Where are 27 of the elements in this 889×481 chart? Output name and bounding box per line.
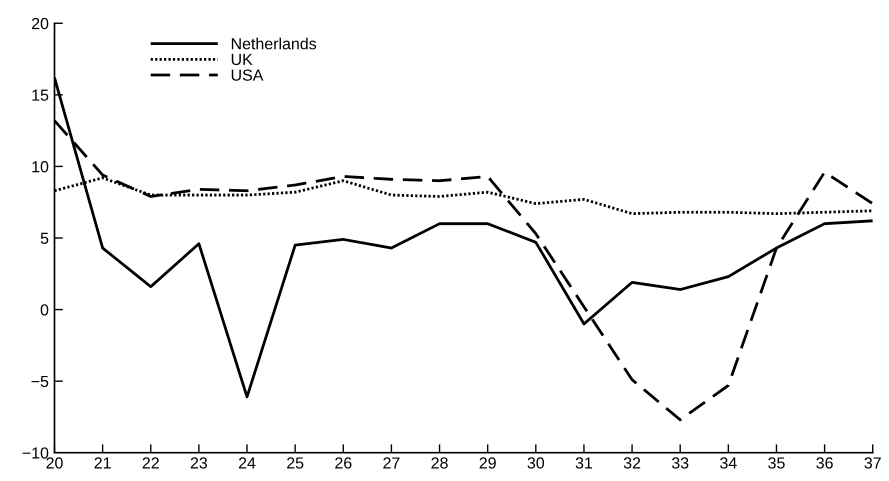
x-tick-label: 25 [287, 457, 304, 469]
legend-label: UK [232, 54, 253, 66]
y-tick-label: 15 [32, 90, 48, 101]
x-tick-label: 24 [238, 457, 256, 468]
x-tick-label: 29 [480, 457, 496, 469]
x-tick-label: 22 [142, 457, 159, 468]
x-tick-label: 33 [672, 457, 688, 469]
y-tick-label: 5 [40, 232, 48, 244]
y-tick-label: 10 [32, 161, 48, 172]
x-tick-label: 28 [431, 457, 448, 469]
x-tick-label: 34 [720, 457, 737, 469]
legend-label: Netherlands [232, 38, 316, 50]
y-tick-label: −10 [22, 447, 48, 459]
y-tick-label: 0 [40, 304, 48, 316]
x-tick-label: 36 [816, 457, 833, 469]
x-tick-label: 23 [190, 457, 208, 469]
legend-label: USA [232, 69, 264, 81]
x-tick-label: 32 [624, 457, 640, 469]
x-tick-label: 37 [864, 457, 881, 469]
x-tick-label: 35 [768, 457, 785, 469]
x-tick-label: 31 [576, 457, 592, 469]
x-tick-label: 21 [94, 457, 111, 468]
y-tick-label: 20 [32, 18, 48, 30]
y-tick-label: −5 [32, 376, 48, 388]
x-tick-label: 30 [528, 457, 544, 469]
x-tick-label: 27 [383, 457, 400, 468]
x-tick-label: 26 [335, 457, 352, 469]
